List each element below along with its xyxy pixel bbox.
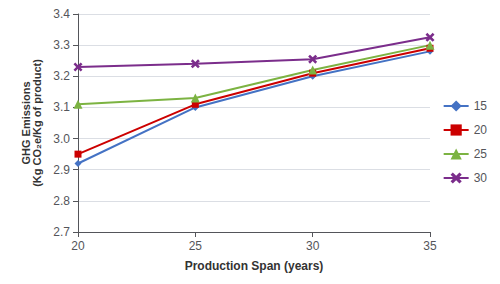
svg-text:25: 25 <box>189 239 203 253</box>
svg-text:25: 25 <box>474 147 488 161</box>
svg-text:3.4: 3.4 <box>53 7 70 21</box>
svg-text:2.8: 2.8 <box>53 194 70 208</box>
svg-text:3.3: 3.3 <box>53 38 70 52</box>
svg-text:3.2: 3.2 <box>53 69 70 83</box>
svg-text:35: 35 <box>423 239 437 253</box>
svg-text:3.0: 3.0 <box>53 132 70 146</box>
svg-text:3.1: 3.1 <box>53 100 70 114</box>
svg-text:2.7: 2.7 <box>53 225 70 239</box>
svg-text:(Kg CO₂e/Kg of product): (Kg CO₂e/Kg of product) <box>31 59 43 187</box>
svg-text:2.9: 2.9 <box>53 163 70 177</box>
svg-text:GHG Emissions: GHG Emissions <box>19 81 32 165</box>
svg-text:Production Span (years): Production Span (years) <box>185 259 324 273</box>
svg-text:20: 20 <box>474 123 488 137</box>
svg-text:20: 20 <box>71 239 85 253</box>
svg-text:15: 15 <box>474 99 488 113</box>
svg-text:30: 30 <box>306 239 320 253</box>
svg-text:30: 30 <box>474 171 488 185</box>
